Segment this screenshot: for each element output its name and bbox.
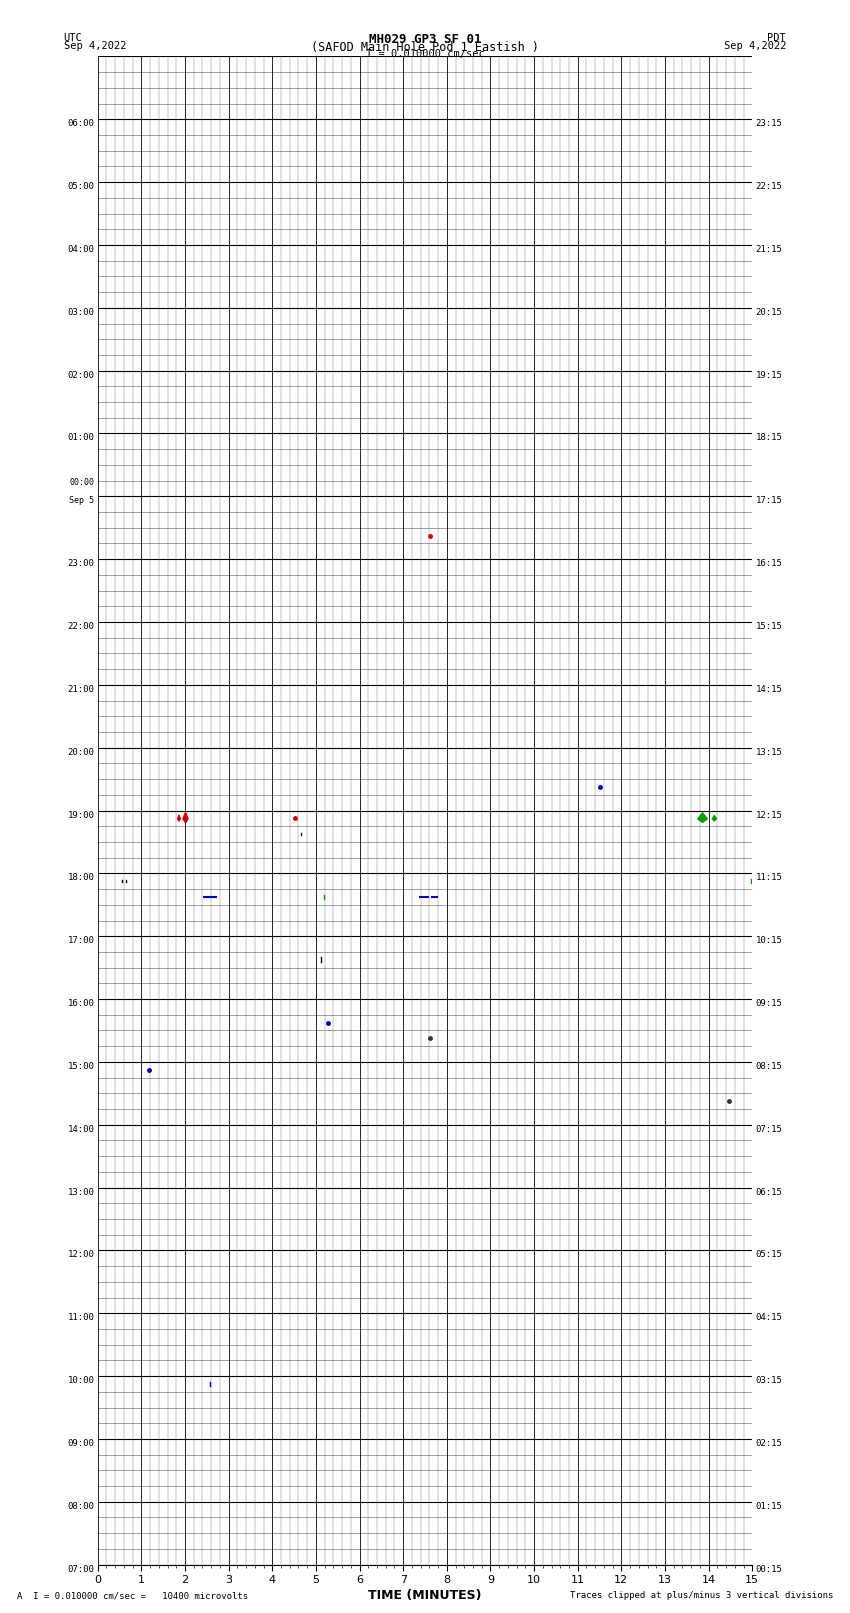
Text: 09:15: 09:15 xyxy=(756,998,782,1008)
Text: 06:00: 06:00 xyxy=(68,119,94,129)
Text: 12:00: 12:00 xyxy=(68,1250,94,1260)
Text: 09:00: 09:00 xyxy=(68,1439,94,1448)
Text: 14:15: 14:15 xyxy=(756,686,782,694)
Text: 18:15: 18:15 xyxy=(756,434,782,442)
Text: Sep 4,2022: Sep 4,2022 xyxy=(723,40,786,52)
Text: 20:00: 20:00 xyxy=(68,748,94,756)
Text: 07:15: 07:15 xyxy=(756,1124,782,1134)
Text: 03:00: 03:00 xyxy=(68,308,94,316)
Text: 10:00: 10:00 xyxy=(68,1376,94,1386)
Text: 08:00: 08:00 xyxy=(68,1502,94,1511)
Text: 01:00: 01:00 xyxy=(68,434,94,442)
Text: A  I = 0.010000 cm/sec =   10400 microvolts: A I = 0.010000 cm/sec = 10400 microvolts xyxy=(17,1590,248,1600)
Text: 11:00: 11:00 xyxy=(68,1313,94,1323)
Text: 05:15: 05:15 xyxy=(756,1250,782,1260)
Text: 06:15: 06:15 xyxy=(756,1187,782,1197)
Text: 15:00: 15:00 xyxy=(68,1061,94,1071)
Text: MH029 GP3 SF 01: MH029 GP3 SF 01 xyxy=(369,32,481,47)
Text: 02:00: 02:00 xyxy=(68,371,94,379)
Text: 23:00: 23:00 xyxy=(68,560,94,568)
Text: 00:00: 00:00 xyxy=(70,477,94,487)
Text: 01:15: 01:15 xyxy=(756,1502,782,1511)
Text: 22:00: 22:00 xyxy=(68,623,94,631)
Text: PDT: PDT xyxy=(768,32,786,44)
Text: 03:15: 03:15 xyxy=(756,1376,782,1386)
Text: 16:00: 16:00 xyxy=(68,998,94,1008)
X-axis label: TIME (MINUTES): TIME (MINUTES) xyxy=(368,1589,482,1602)
Text: 17:15: 17:15 xyxy=(756,497,782,505)
Text: 04:00: 04:00 xyxy=(68,245,94,253)
Text: 00:15: 00:15 xyxy=(756,1565,782,1574)
Text: (SAFOD Main Hole Pod 1 Eastish ): (SAFOD Main Hole Pod 1 Eastish ) xyxy=(311,40,539,55)
Text: 19:00: 19:00 xyxy=(68,811,94,819)
Text: 18:00: 18:00 xyxy=(68,873,94,882)
Text: Sep 4,2022: Sep 4,2022 xyxy=(64,40,127,52)
Text: 22:15: 22:15 xyxy=(756,182,782,190)
Text: 11:15: 11:15 xyxy=(756,873,782,882)
Text: Sep 5: Sep 5 xyxy=(70,497,94,505)
Text: 21:00: 21:00 xyxy=(68,686,94,694)
Text: 21:15: 21:15 xyxy=(756,245,782,253)
Text: 07:00: 07:00 xyxy=(68,1565,94,1574)
Text: 13:00: 13:00 xyxy=(68,1187,94,1197)
Text: 19:15: 19:15 xyxy=(756,371,782,379)
Text: 13:15: 13:15 xyxy=(756,748,782,756)
Text: I = 0.010000 cm/sec: I = 0.010000 cm/sec xyxy=(366,50,484,60)
Text: UTC: UTC xyxy=(64,32,82,44)
Text: 17:00: 17:00 xyxy=(68,936,94,945)
Text: 14:00: 14:00 xyxy=(68,1124,94,1134)
Text: 15:15: 15:15 xyxy=(756,623,782,631)
Text: 16:15: 16:15 xyxy=(756,560,782,568)
Text: 12:15: 12:15 xyxy=(756,811,782,819)
Text: 02:15: 02:15 xyxy=(756,1439,782,1448)
Text: 04:15: 04:15 xyxy=(756,1313,782,1323)
Text: 20:15: 20:15 xyxy=(756,308,782,316)
Text: Traces clipped at plus/minus 3 vertical divisions: Traces clipped at plus/minus 3 vertical … xyxy=(570,1590,833,1600)
Text: 05:00: 05:00 xyxy=(68,182,94,190)
Text: 10:15: 10:15 xyxy=(756,936,782,945)
Text: 08:15: 08:15 xyxy=(756,1061,782,1071)
Text: 23:15: 23:15 xyxy=(756,119,782,129)
